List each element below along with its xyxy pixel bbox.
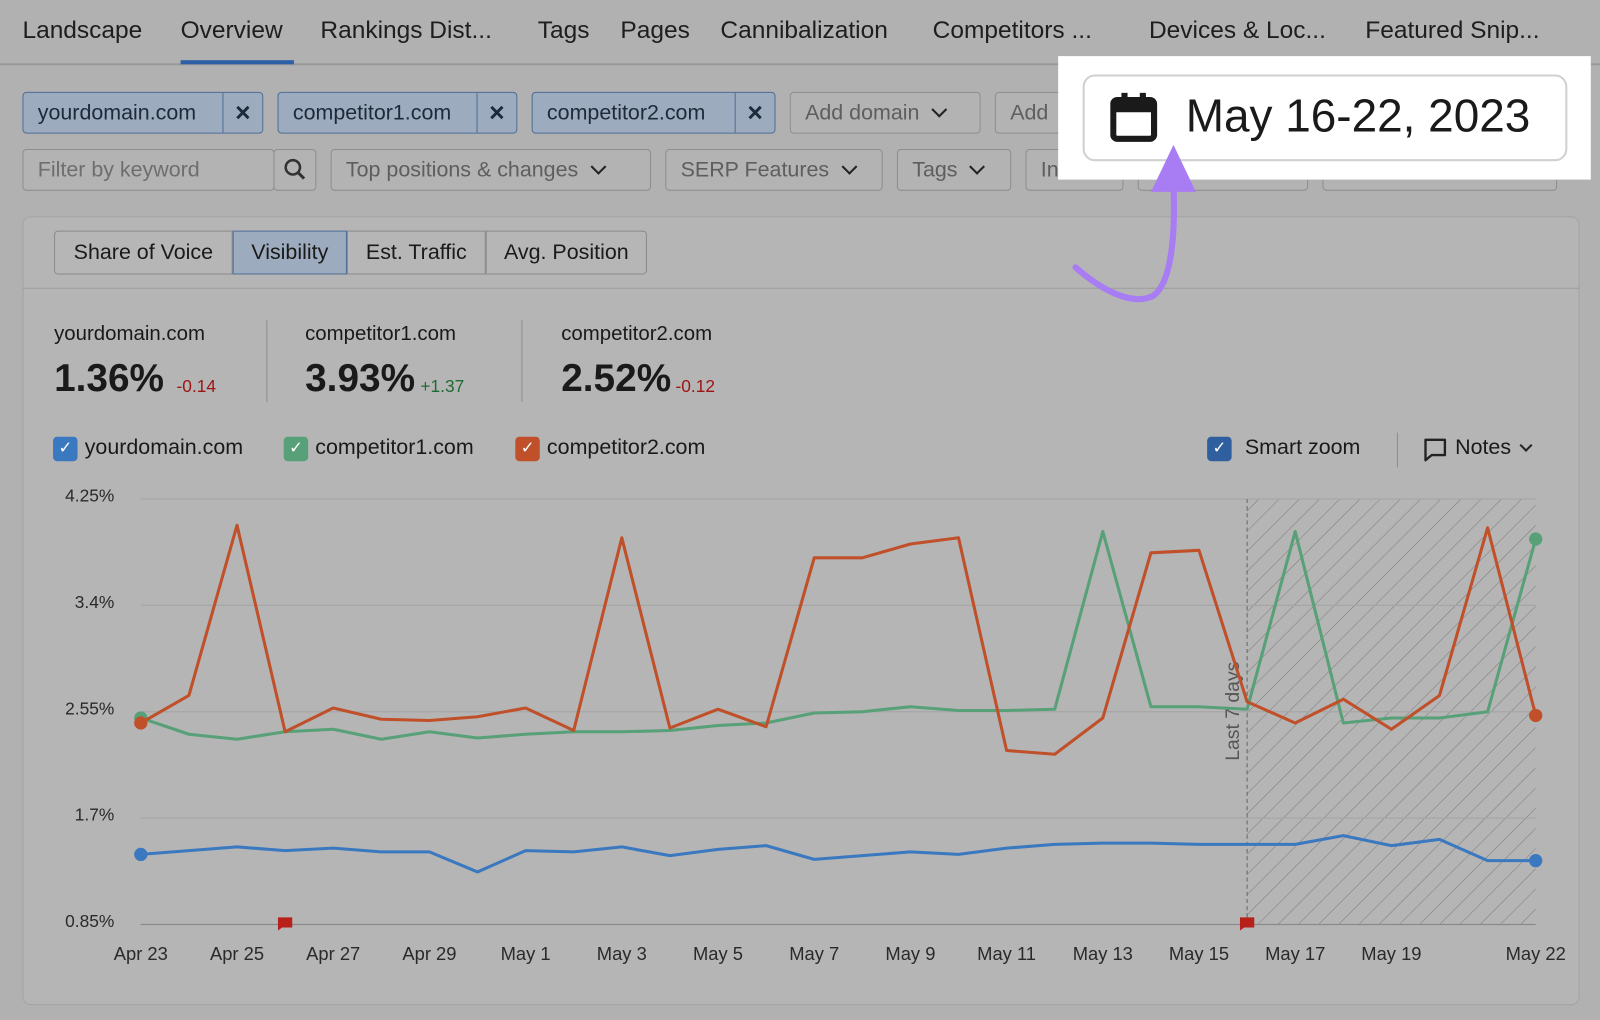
metric-tab[interactable]: Share of Voice [54, 230, 233, 275]
end-point [134, 716, 148, 730]
chip-label: competitor2.com [546, 101, 706, 125]
stat-domain: competitor2.com [561, 322, 713, 345]
x-tick-label: May 22 [1506, 943, 1566, 964]
x-tick-label: May 19 [1361, 943, 1421, 964]
legend-label: yourdomain.com [84, 435, 244, 460]
smart-zoom-label: Smart zoom [1244, 435, 1361, 460]
y-tick-label: 3.4% [75, 592, 115, 612]
end-point [1529, 708, 1543, 723]
x-tick-label: May 1 [501, 943, 551, 964]
nav-tab[interactable]: Competitors ... [932, 16, 1092, 44]
metric-tab[interactable]: Est. Traffic [346, 230, 486, 275]
notes-button[interactable]: Notes [1455, 436, 1533, 460]
y-tick-label: 1.7% [75, 805, 115, 825]
metric-tab[interactable]: Visibility [232, 230, 347, 275]
serp-filter[interactable]: SERP Features [665, 148, 883, 191]
tags-filter[interactable]: Tags [896, 148, 1012, 191]
annotation: Last 7 days [1222, 662, 1244, 761]
remove-chip[interactable]: × [476, 92, 517, 133]
nav-tab[interactable]: Cannibalization [720, 16, 888, 44]
x-tick-label: Apr 29 [402, 943, 456, 964]
y-tick-label: 2.55% [65, 698, 114, 718]
remove-chip[interactable]: × [222, 92, 262, 133]
nav-tab[interactable]: Featured Snip... [1365, 16, 1540, 44]
x-tick-label: May 13 [1073, 943, 1133, 964]
domain-chip: competitor2.com × [531, 91, 776, 134]
active-tab-underline [180, 60, 294, 65]
y-tick-label: 4.25% [65, 486, 114, 506]
search-icon [284, 158, 306, 180]
series-line [140, 529, 1538, 741]
x-tick-label: May 3 [597, 943, 647, 964]
nav-tab[interactable]: Pages [620, 16, 690, 44]
series-line [140, 834, 1536, 874]
notes-icon [1424, 438, 1447, 462]
smart-zoom-checkbox[interactable]: ✓ [1207, 436, 1232, 462]
stat-domain: competitor1.com [305, 322, 456, 345]
keyword-filter[interactable]: Filter by keyword [22, 148, 275, 191]
calendar-icon [1110, 92, 1158, 142]
domain-chip: competitor1.com × [277, 91, 518, 134]
y-tick-label: 0.85% [65, 911, 114, 931]
legend-label: competitor1.com [315, 435, 474, 460]
legend-checkbox[interactable]: ✓ [283, 436, 309, 462]
chip-label: yourdomain.com [37, 101, 197, 125]
stat-change: -0.12 [675, 376, 716, 396]
nav-tab[interactable]: Tags [537, 16, 590, 44]
legend-checkbox[interactable]: ✓ [515, 436, 540, 462]
chip-label: competitor1.com [292, 101, 452, 125]
nav-tab[interactable]: Rankings Dist... [320, 16, 492, 44]
end-point [134, 847, 148, 862]
stat-change: +1.37 [420, 376, 465, 396]
x-tick-label: May 7 [789, 943, 839, 964]
nav-tab[interactable]: Devices & Loc... [1148, 16, 1326, 44]
end-point [1529, 854, 1543, 868]
nav-tab[interactable]: Landscape [22, 16, 143, 44]
search-button[interactable] [273, 148, 317, 191]
note-flag [1239, 917, 1255, 931]
legend-label: competitor2.com [546, 435, 706, 460]
pointer-arrow [1072, 144, 1196, 303]
series-line [140, 523, 1538, 756]
x-tick-label: May 11 [977, 943, 1036, 964]
stat-domain: yourdomain.com [54, 322, 205, 345]
stat-value: 3.93% [305, 357, 416, 400]
stat-value: 1.36% [54, 357, 165, 400]
x-tick-label: Apr 23 [114, 943, 168, 964]
date-range: May 16-22, 2023 [1185, 89, 1531, 142]
nav-tab[interactable]: Overview [180, 16, 283, 44]
panel-divider [22, 287, 1580, 289]
end-point [1529, 532, 1543, 546]
stat-divider [266, 320, 268, 403]
positions-filter[interactable]: Top positions & changes [330, 148, 652, 191]
stat-divider [521, 320, 523, 403]
metric-tab[interactable]: Avg. Position [485, 230, 647, 275]
x-tick-label: May 17 [1265, 943, 1325, 964]
add-domain[interactable]: Add domain [789, 91, 981, 134]
stat-value: 2.52% [561, 357, 672, 400]
x-tick-label: May 15 [1169, 943, 1229, 964]
x-tick-label: Apr 25 [210, 943, 264, 964]
nav-border [0, 63, 1600, 66]
chart: 0.85% 1.7% 2.55% 3.4% 4.25% Last 7 days Apr 23… [65, 486, 1566, 964]
date-picker[interactable] [1082, 74, 1568, 162]
x-tick-label: May 9 [885, 943, 935, 964]
remove-chip[interactable]: × [734, 92, 775, 133]
legend-checkbox[interactable]: ✓ [53, 436, 78, 462]
x-tick-label: Apr 27 [306, 943, 360, 964]
domain-chip: yourdomain.com × [22, 91, 264, 134]
control-divider [1396, 432, 1398, 468]
stat-change: -0.14 [176, 376, 217, 396]
note-flag [277, 917, 293, 931]
x-tick-label: May 5 [693, 943, 743, 964]
